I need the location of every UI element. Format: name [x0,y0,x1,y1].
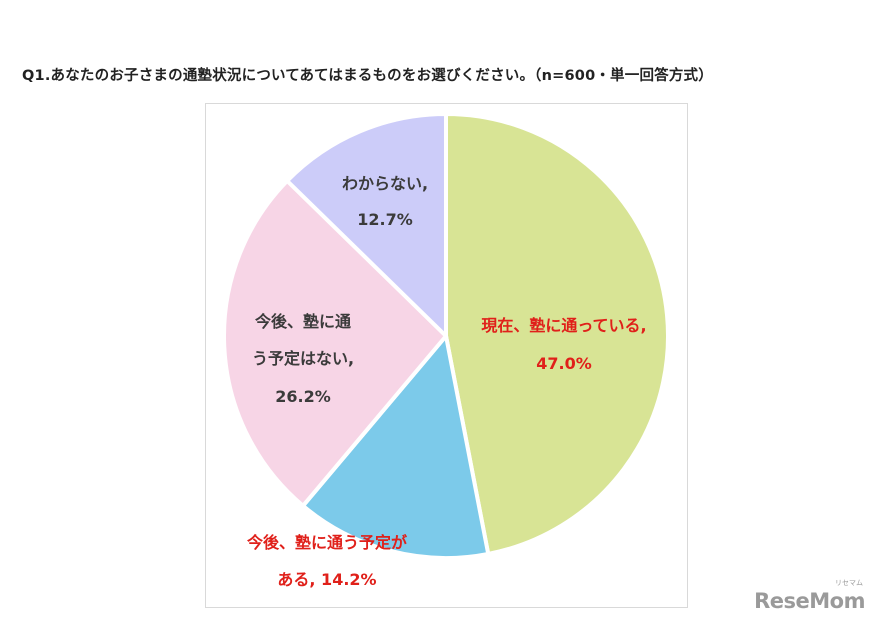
slice-label-noplan-value: 26.2% [275,387,331,406]
slice-current [444,112,670,556]
slice-label-noplan-line1: 今後、塾に通 [254,312,351,331]
slice-unknown [285,112,448,338]
slice-label-current-value: 47.0% [536,354,592,373]
slice-no-plan [222,178,448,508]
slice-label-unknown-line1: わからない, [342,174,428,193]
pie-chart: 現在、塾に通っている, 47.0% 今後、塾に通う予定が ある, 14.2% 今… [222,112,670,589]
slice-labels: 現在、塾に通っている, 47.0% 今後、塾に通う予定が ある, 14.2% 今… [246,174,647,589]
slice-label-current-line1: 現在、塾に通っている, [481,316,646,335]
slice-label-plan-line2: ある, 14.2% [277,570,376,589]
chart-frame: 現在、塾に通っている, 47.0% 今後、塾に通う予定が ある, 14.2% 今… [205,103,688,608]
slice-label-plan-line1: 今後、塾に通う予定が [246,533,407,552]
pie-slices [222,112,670,560]
slice-label-noplan-line2: う予定はない, [252,349,354,368]
slice-plan-to-attend [301,334,491,560]
resemom-logo: ReseMom [754,589,865,613]
slice-label-unknown-value: 12.7% [357,210,413,229]
question-title: Q1.あなたのお子さまの通塾状況についてあてはまるものをお選びください。（n=6… [22,68,713,84]
brand-kana: リセマム [835,579,863,587]
